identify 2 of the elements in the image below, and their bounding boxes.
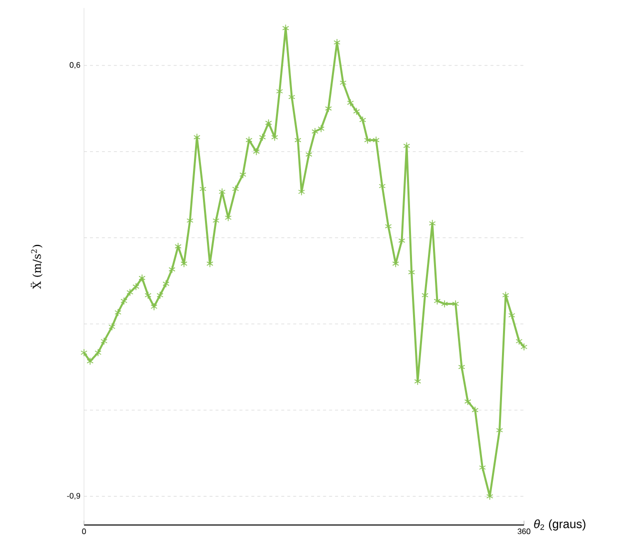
x-axis-title: θ$_{2}$ (graus) [534, 519, 586, 531]
y-axis-title: Ẍ (m/s$^{2}$) [30, 244, 42, 289]
